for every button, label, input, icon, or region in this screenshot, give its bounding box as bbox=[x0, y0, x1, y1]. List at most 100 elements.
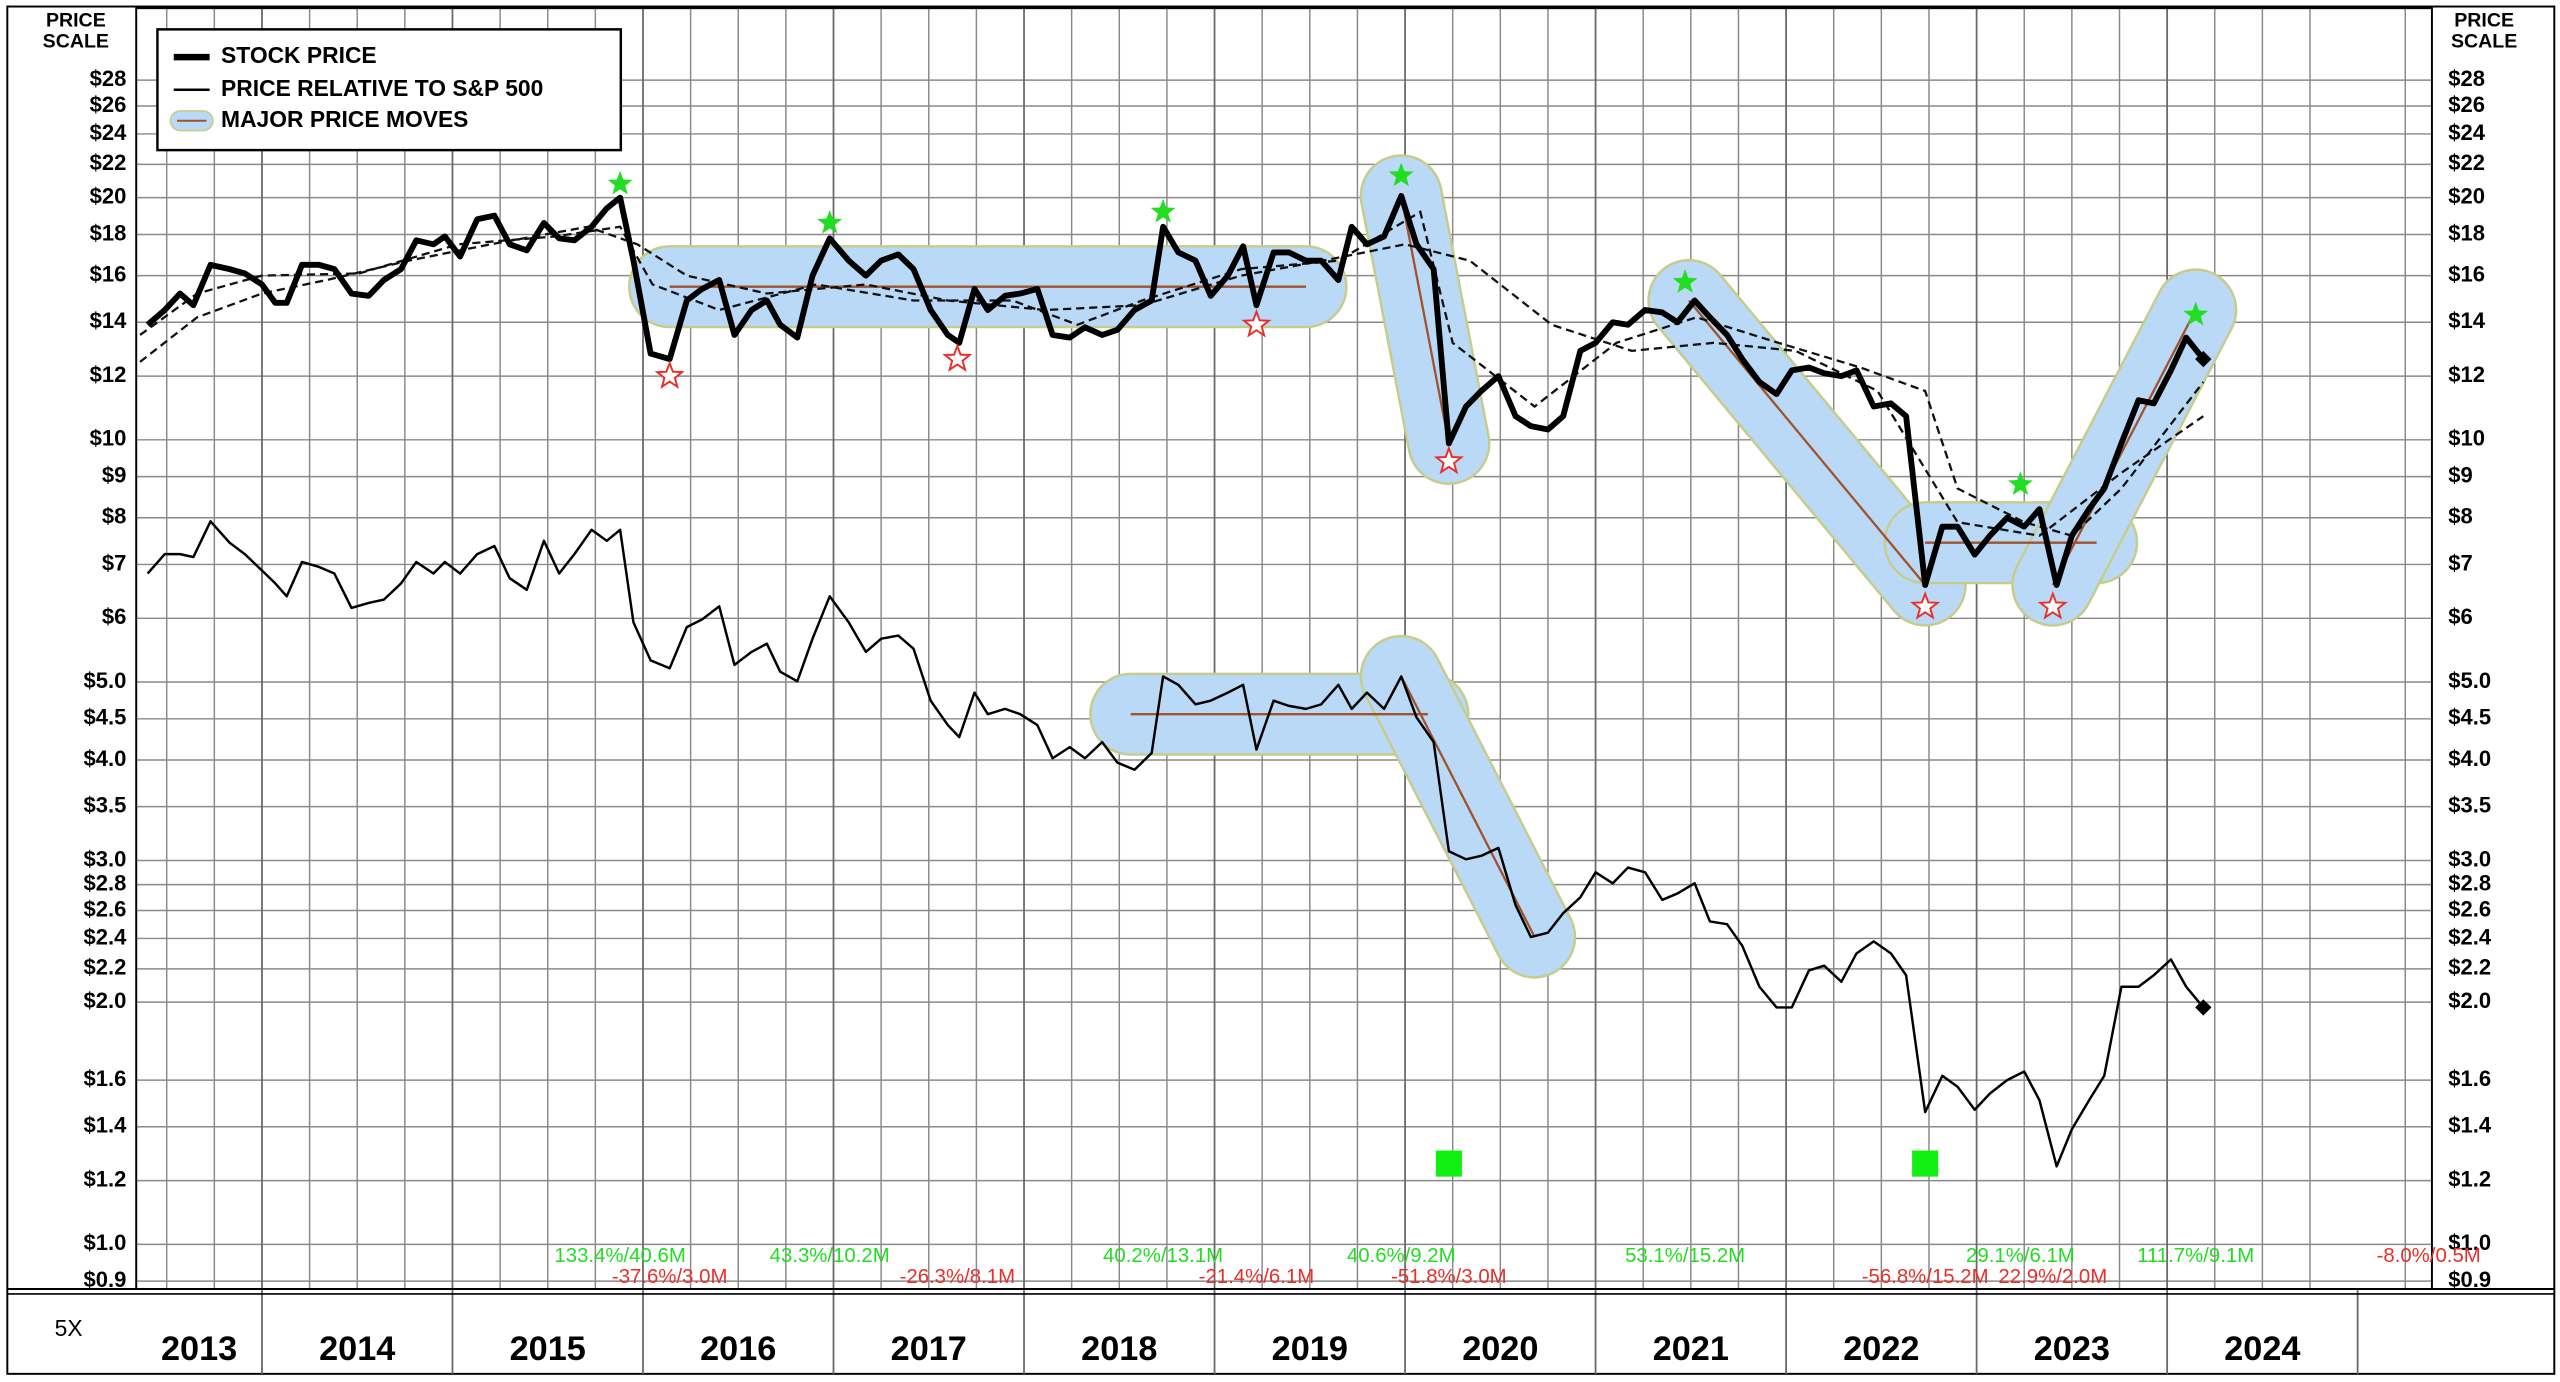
high-star bbox=[1388, 162, 1414, 187]
series-line bbox=[146, 520, 2205, 1168]
y-tick-label: $6 bbox=[2448, 604, 2472, 629]
y-tick-label: $7 bbox=[102, 550, 127, 575]
y-tick-label: $1.2 bbox=[2448, 1166, 2491, 1191]
low-star bbox=[942, 343, 973, 372]
y-tick-label: $2.2 bbox=[2448, 955, 2491, 980]
y-tick-label: $4.0 bbox=[2448, 746, 2491, 771]
y-tick-label: $24 bbox=[2448, 120, 2485, 145]
end-marker bbox=[2195, 999, 2212, 1016]
gain-label: 133.4%/40.6M bbox=[554, 1245, 685, 1267]
gain-label: 43.3%/10.2M bbox=[770, 1245, 890, 1267]
loss-label: -21.4%/6.1M bbox=[1199, 1266, 1315, 1288]
x-tick-label: 2023 bbox=[2034, 1330, 2110, 1368]
high-star bbox=[2008, 471, 2033, 496]
y-tick-label: $28 bbox=[2448, 66, 2485, 91]
y-tick-label: $5.0 bbox=[84, 668, 127, 693]
y-tick-label: $0.9 bbox=[2448, 1267, 2491, 1292]
y-tick-label: $24 bbox=[90, 120, 127, 145]
low-star bbox=[654, 360, 685, 389]
y-tick-label: $10 bbox=[2448, 426, 2485, 451]
x-tick-label: 2020 bbox=[1462, 1330, 1538, 1368]
y-tick-label: $2.6 bbox=[2448, 896, 2491, 921]
loss-label: -51.8%/3.0M bbox=[1391, 1266, 1507, 1288]
y-tick-label: $8 bbox=[102, 504, 127, 529]
y-tick-label: $9 bbox=[102, 462, 127, 487]
y-tick-label: $1.6 bbox=[84, 1066, 127, 1091]
legend-label: PRICE RELATIVE TO S&P 500 bbox=[221, 75, 543, 101]
gain-label: 111.7%/9.1M bbox=[2137, 1245, 2254, 1267]
gain-label: 53.1%/15.2M bbox=[1625, 1245, 1745, 1267]
y-tick-label: $2.0 bbox=[84, 988, 127, 1013]
y-tick-label: $22 bbox=[2448, 150, 2485, 175]
loss-label: -26.3%/8.1M bbox=[900, 1266, 1016, 1288]
x-tick-label: 2017 bbox=[891, 1330, 967, 1368]
signal-square bbox=[1435, 1150, 1462, 1177]
y-tick-label: $4.0 bbox=[84, 746, 127, 771]
marks bbox=[607, 162, 2212, 1177]
loss-label: 22.9%/2.0M bbox=[1998, 1266, 2107, 1288]
y-tick-label: $2.0 bbox=[2448, 988, 2491, 1013]
bands bbox=[628, 154, 2238, 979]
y-tick-label: $1.4 bbox=[2448, 1113, 2492, 1138]
price-scale-header: SCALE bbox=[43, 31, 109, 53]
loss-label: -56.8%/15.2M bbox=[1862, 1266, 1989, 1288]
y-tick-label: $2.2 bbox=[84, 955, 127, 980]
y-tick-label: $2.8 bbox=[2448, 870, 2491, 895]
y-tick-label: $26 bbox=[90, 92, 127, 117]
high-star bbox=[607, 170, 633, 195]
y-tick-label: $10 bbox=[90, 426, 127, 451]
loss-label: -8.0%/0.5M bbox=[2377, 1245, 2481, 1267]
y-tick-label: $1.4 bbox=[84, 1113, 128, 1138]
y-tick-label: $3.0 bbox=[2448, 846, 2491, 871]
y-tick-label: $14 bbox=[2448, 308, 2485, 333]
moving-average bbox=[139, 210, 2205, 537]
legend-label: MAJOR PRICE MOVES bbox=[221, 106, 468, 132]
y-tick-label: $1.6 bbox=[2448, 1066, 2491, 1091]
y-tick-label: $16 bbox=[2448, 261, 2485, 286]
price-scale-header: SCALE bbox=[2451, 31, 2517, 53]
y-tick-label: $26 bbox=[2448, 92, 2485, 117]
y-tick-label: $0.9 bbox=[84, 1267, 127, 1292]
y-tick-label: $1.0 bbox=[2448, 1230, 2491, 1255]
loss-label: -37.6%/3.0M bbox=[612, 1266, 728, 1288]
y-tick-label: $1.0 bbox=[84, 1230, 127, 1255]
y-tick-label: $2.4 bbox=[84, 924, 128, 949]
y-tick-label: $18 bbox=[90, 220, 127, 245]
y-tick-label: $14 bbox=[90, 308, 127, 333]
x-tick-label: 2013 bbox=[161, 1330, 237, 1368]
y-tick-label: $28 bbox=[90, 66, 127, 91]
price-move-trend bbox=[1400, 195, 1450, 444]
multiplier: 5X bbox=[55, 1315, 83, 1341]
high-star bbox=[817, 209, 843, 234]
price-scale-header: PRICE bbox=[46, 9, 106, 31]
labels: PRICE SCALE PRICE SCALE 5X $0.9 $0.9 $1.0 $… bbox=[43, 9, 2518, 1368]
low-star bbox=[1433, 445, 1464, 475]
gain-label: 40.6%/9.2M bbox=[1347, 1245, 1456, 1267]
x-tick-label: 2014 bbox=[319, 1330, 395, 1368]
x-tick-label: 2021 bbox=[1653, 1330, 1729, 1368]
price-move-trend bbox=[1688, 299, 1927, 586]
high-star bbox=[2183, 301, 2209, 326]
y-tick-label: $18 bbox=[2448, 220, 2485, 245]
x-tick-label: 2024 bbox=[2224, 1330, 2300, 1368]
y-tick-label: $2.6 bbox=[84, 896, 127, 921]
y-tick-label: $16 bbox=[90, 261, 127, 286]
high-star bbox=[1150, 198, 1176, 223]
legend: STOCK PRICE PRICE RELATIVE TO S&P 500 MAJO… bbox=[156, 28, 623, 152]
series-line bbox=[145, 192, 2206, 588]
y-tick-label: $7 bbox=[2448, 550, 2472, 575]
y-tick-label: $4.5 bbox=[2448, 705, 2491, 730]
signal-square bbox=[1912, 1150, 1939, 1177]
y-tick-label: $20 bbox=[2448, 183, 2485, 208]
lines bbox=[139, 192, 2206, 1168]
y-tick-label: $12 bbox=[2448, 362, 2485, 387]
gain-label: 40.2%/13.1M bbox=[1103, 1245, 1223, 1267]
price-move-trend bbox=[2051, 309, 2197, 586]
y-tick-label: $2.8 bbox=[84, 870, 127, 895]
legend-box bbox=[156, 28, 623, 152]
y-tick-label: $20 bbox=[90, 183, 127, 208]
low-star bbox=[1910, 590, 1941, 620]
y-tick-label: $12 bbox=[90, 362, 127, 387]
high-star bbox=[1672, 269, 1698, 293]
